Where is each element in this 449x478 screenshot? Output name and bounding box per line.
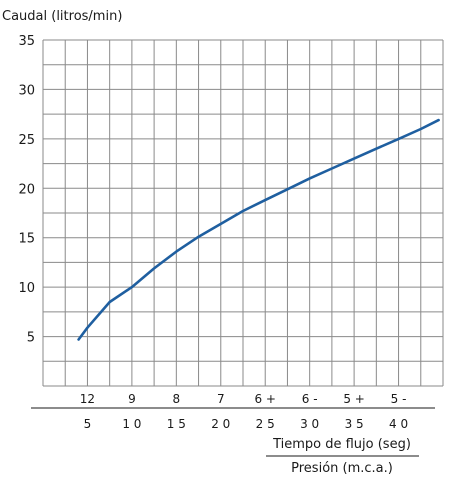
x-tick-label-tiempo: 5 - (391, 392, 407, 406)
x-tick-label-presion: 2 5 (256, 417, 275, 431)
y-tick-label: 15 (18, 232, 35, 247)
y-tick-label: 25 (18, 133, 35, 148)
chart-grid (42, 39, 444, 387)
y-tick-label: 10 (18, 281, 35, 296)
x-tick-label-presion: 4 0 (389, 417, 408, 431)
x-tick-label-presion: 3 5 (345, 417, 364, 431)
y-tick-label: 30 (18, 83, 35, 98)
x-tick-label-tiempo: 9 (128, 392, 136, 406)
x-tick-label-presion: 1 0 (122, 417, 141, 431)
y-tick-label: 20 (18, 182, 35, 197)
y-tick-label: 35 (18, 34, 35, 49)
x-tick-label-presion: 1 5 (167, 417, 186, 431)
x-tick-label-tiempo: 6 + (254, 392, 276, 406)
x-tick-label-tiempo: 12 (80, 392, 95, 406)
x-tick-label-presion: 2 0 (211, 417, 230, 431)
x-tick-label-tiempo: 5 + (343, 392, 365, 406)
series-line-caudal (77, 118, 440, 341)
x-axis-label-tiempo: Tiempo de flujo (seg) (272, 437, 411, 452)
x-tick-label-tiempo: 8 (173, 392, 181, 406)
y-axis-label: Caudal (litros/min) (2, 9, 122, 24)
x-axis-label-presion: Presión (m.c.a.) (291, 461, 393, 476)
x-tick-label-tiempo: 7 (217, 392, 225, 406)
series-group (77, 118, 440, 341)
y-tick-label: 5 (27, 331, 35, 346)
x-tick-labels: 12 9 8 7 6 + 6 - 5 + 5 - 5 1 0 1 5 2 0 2 5 3 0 3 5 4 0 (80, 392, 408, 431)
x-tick-label-tiempo: 6 - (302, 392, 318, 406)
x-tick-label-presion: 5 (84, 417, 92, 431)
y-tick-labels: 5 10 15 20 25 30 35 (18, 34, 35, 346)
x-tick-label-presion: 3 0 (300, 417, 319, 431)
